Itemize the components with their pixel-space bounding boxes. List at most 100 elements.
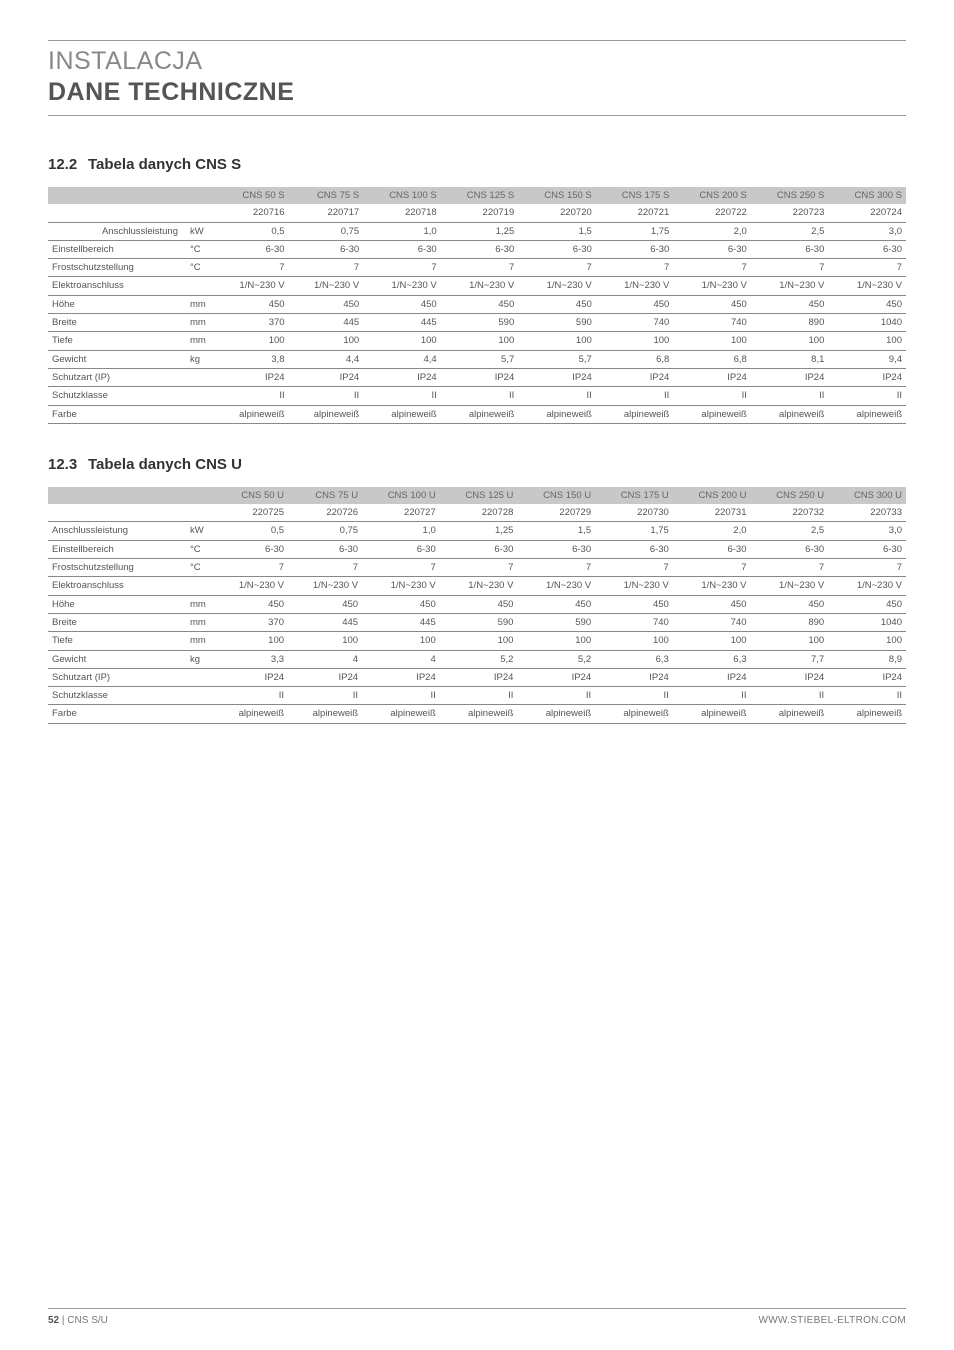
column-header: CNS 300 S <box>828 187 906 204</box>
column-header: CNS 250 U <box>751 487 829 504</box>
table-row: Schutzart (IP)IP24IP24IP24IP24IP24IP24IP… <box>48 368 906 386</box>
cell-value: 1/N~230 V <box>673 277 751 295</box>
cell-value: 1/N~230 V <box>440 577 518 595</box>
cell-value: 450 <box>673 595 751 613</box>
cell-value: II <box>595 687 673 705</box>
cell-value: 100 <box>828 332 906 350</box>
cell-value: IP24 <box>595 668 673 686</box>
cell-value: 100 <box>751 632 829 650</box>
cell-value: 100 <box>214 632 288 650</box>
row-label: Gewicht <box>48 650 186 668</box>
cell-value: 5,2 <box>517 650 595 668</box>
cell-value: IP24 <box>596 368 674 386</box>
column-header: CNS 175 S <box>596 187 674 204</box>
section-cns-s: 12.2Tabela danych CNS S CNS 50 SCNS 75 S… <box>48 156 906 424</box>
cell-value: 100 <box>673 632 751 650</box>
cell-value: alpineweiß <box>751 405 829 423</box>
cell-value: 1,25 <box>440 522 518 540</box>
cell-value: II <box>440 687 518 705</box>
cell-value: 2,0 <box>673 522 751 540</box>
table-row: Höhemm450450450450450450450450450 <box>48 595 906 613</box>
row-label: Breite <box>48 314 186 332</box>
cell-value: IP24 <box>751 368 829 386</box>
column-code: 220732 <box>751 504 829 522</box>
column-code: 220733 <box>828 504 906 522</box>
column-code: 220722 <box>673 204 751 222</box>
cell-value: 450 <box>214 595 288 613</box>
page-footer: 52 | CNS S/U WWW.STIEBEL-ELTRON.COM <box>48 1308 906 1326</box>
cell-value: alpineweiß <box>517 705 595 723</box>
cell-value: 1/N~230 V <box>673 577 751 595</box>
cell-value: 6-30 <box>673 540 751 558</box>
cell-value: 7 <box>214 259 289 277</box>
table-row: Breitemm3704454455905907407408901040 <box>48 314 906 332</box>
table-row: Tiefemm100100100100100100100100100 <box>48 632 906 650</box>
cell-value: 5,2 <box>440 650 518 668</box>
section-cns-u: 12.3Tabela danych CNS U CNS 50 UCNS 75 U… <box>48 456 906 724</box>
column-code: 220724 <box>828 204 906 222</box>
row-label: Höhe <box>48 595 186 613</box>
cell-value: 100 <box>828 632 906 650</box>
column-code: 220727 <box>362 504 440 522</box>
row-label: Elektroanschluss <box>48 277 186 295</box>
cell-value: 7 <box>289 259 364 277</box>
row-unit <box>186 387 214 405</box>
cell-value: 450 <box>673 295 751 313</box>
cell-value: II <box>214 387 289 405</box>
cell-value: 6-30 <box>828 540 906 558</box>
cell-value: alpineweiß <box>362 705 440 723</box>
cell-value: alpineweiß <box>751 705 829 723</box>
cell-value: 1/N~230 V <box>828 277 906 295</box>
cell-value: 890 <box>751 314 829 332</box>
cell-value: 100 <box>518 332 596 350</box>
cell-value: 0,5 <box>214 222 289 240</box>
table-row: Frostschutzstellung°C777777777 <box>48 559 906 577</box>
cell-value: 6-30 <box>517 540 595 558</box>
cell-value: 6-30 <box>751 240 829 258</box>
cell-value: IP24 <box>440 668 518 686</box>
cell-value: 590 <box>517 613 595 631</box>
table-row: Farbealpineweißalpineweißalpineweißalpin… <box>48 405 906 423</box>
cell-value: 1,0 <box>363 222 441 240</box>
cell-value: 2,5 <box>751 522 829 540</box>
column-code: 220729 <box>517 504 595 522</box>
cell-value: 6-30 <box>441 240 519 258</box>
row-unit: mm <box>186 632 214 650</box>
cell-value: II <box>288 687 362 705</box>
table-row: Breitemm3704454455905907407408901040 <box>48 613 906 631</box>
header-category: INSTALACJA <box>48 47 906 76</box>
row-label: Gewicht <box>48 350 186 368</box>
table-row: Elektroanschluss1/N~230 V1/N~230 V1/N~23… <box>48 577 906 595</box>
cell-value: 450 <box>289 295 364 313</box>
cell-value: alpineweiß <box>440 705 518 723</box>
column-header: CNS 150 S <box>518 187 596 204</box>
cell-value: II <box>673 687 751 705</box>
row-unit <box>186 405 214 423</box>
cell-value: II <box>828 387 906 405</box>
cell-value: 6-30 <box>362 540 440 558</box>
cell-value: 6-30 <box>595 540 673 558</box>
column-code: 220730 <box>595 504 673 522</box>
cell-value: 450 <box>214 295 289 313</box>
cell-value: 6-30 <box>214 240 289 258</box>
cell-value: 2,5 <box>751 222 829 240</box>
row-label: Schutzklasse <box>48 687 186 705</box>
cell-value: II <box>214 687 288 705</box>
cell-value: 1/N~230 V <box>289 277 364 295</box>
cell-value: 4,4 <box>363 350 441 368</box>
cell-value: IP24 <box>828 368 906 386</box>
column-header: CNS 125 U <box>440 487 518 504</box>
row-label: Frostschutzstellung <box>48 559 186 577</box>
cell-value: alpineweiß <box>288 705 362 723</box>
cell-value: 740 <box>596 314 674 332</box>
cell-value: 1/N~230 V <box>441 277 519 295</box>
cell-value: 450 <box>518 295 596 313</box>
cell-value: 1/N~230 V <box>596 277 674 295</box>
cell-value: II <box>828 687 906 705</box>
section-title: 12.2Tabela danych CNS S <box>48 156 906 173</box>
cell-value: 450 <box>596 295 674 313</box>
row-label: Farbe <box>48 705 186 723</box>
cell-value: 7 <box>214 559 288 577</box>
table-row: AnschlussleistungkW0,50,751,01,251,51,75… <box>48 222 906 240</box>
column-code: 220723 <box>751 204 829 222</box>
